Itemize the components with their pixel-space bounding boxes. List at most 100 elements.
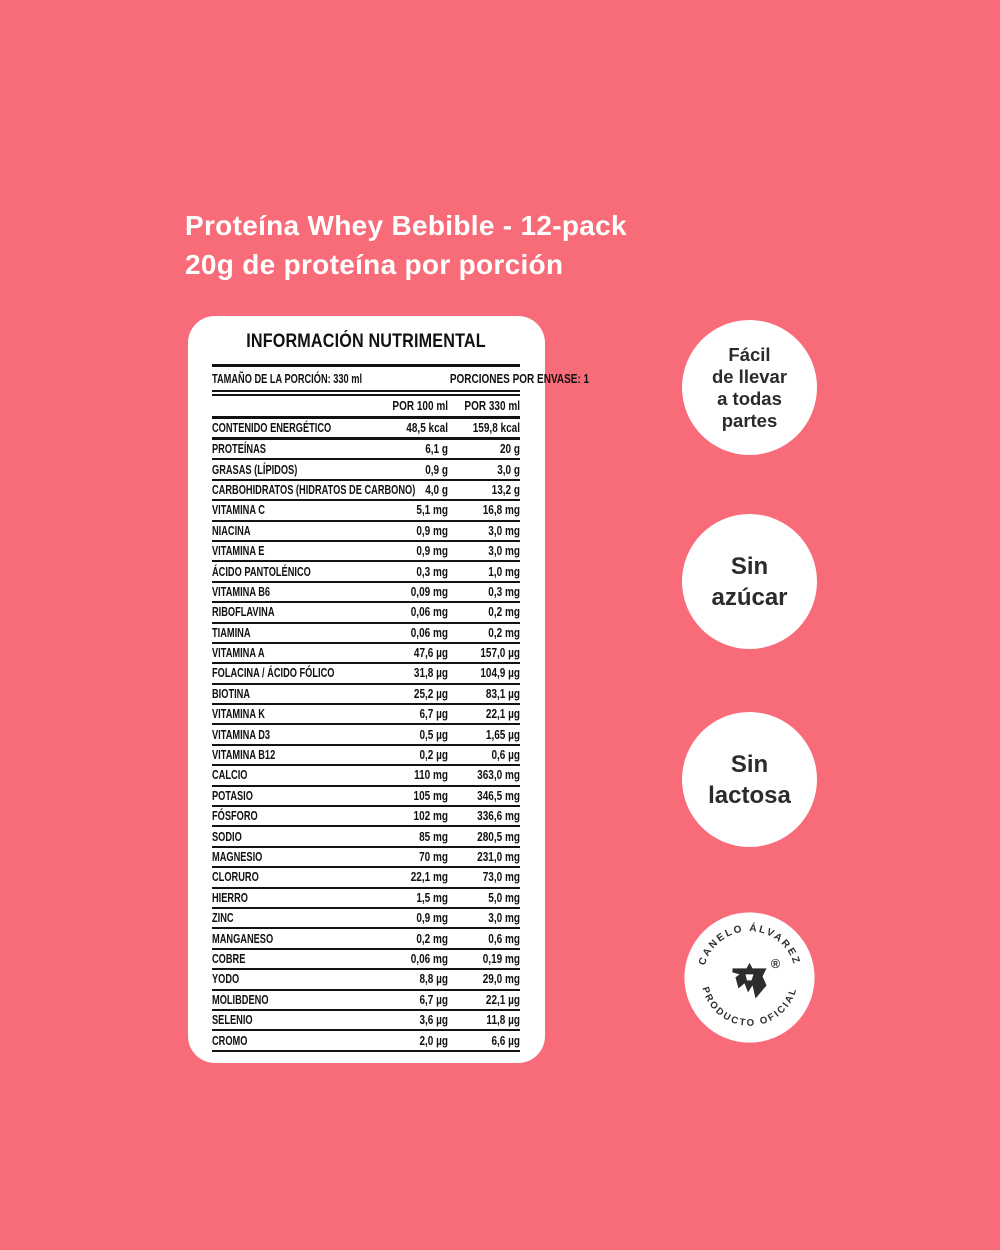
- seal-circle: [684, 912, 815, 1043]
- nutrient-value-per-330ml: 0,6 µg: [491, 748, 520, 763]
- nutrient-label: BIOTINA: [212, 686, 251, 701]
- nutrient-label: MAGNESIO: [212, 850, 263, 864]
- nutrient-label: CARBOHIDRATOS (HIDRATOS DE CARBONO): [212, 482, 416, 497]
- nutrient-label: MOLIBDENO: [212, 992, 269, 1007]
- nutrient-label: VITAMINA A: [212, 646, 265, 661]
- table-rule: [212, 437, 520, 440]
- table-rule-top: [212, 364, 520, 367]
- nutrient-value-per-100ml: 0,09 mg: [410, 584, 448, 599]
- nutrient-value-per-330ml: 29,0 mg: [482, 972, 520, 987]
- table-row: MAGNESIO 70 mg 231,0 mg: [212, 848, 520, 869]
- nutrient-label: FOLACINA / ÁCIDO FÓLICO: [212, 666, 335, 681]
- nutrient-value-per-330ml: 1,0 mg: [488, 564, 520, 579]
- nutrient-value-per-100ml: 102 mg: [413, 809, 448, 824]
- badge-sugar-free-line2: azúcar: [711, 583, 788, 611]
- registered-trademark-icon: ®: [771, 957, 781, 971]
- nutrient-value-per-330ml: 3,0 g: [497, 462, 520, 477]
- badge-portable: Fácil de llevar a todas partes: [682, 320, 817, 455]
- badge-lactose-free-line2: lactosa: [708, 781, 791, 809]
- nutrient-value-per-330ml: 0,6 mg: [488, 931, 520, 946]
- table-row: NIACINA 0,9 mg 3,0 mg: [212, 522, 520, 542]
- nutrient-value-per-100ml: 105 mg: [413, 788, 448, 803]
- table-row: VITAMINA D3 0,5 µg 1,65 µg: [212, 725, 520, 746]
- badge-lactose-free-line1: Sin: [730, 750, 769, 778]
- nutrient-value-per-330ml: 346,5 mg: [477, 788, 520, 803]
- nutrient-label: VITAMINA B12: [212, 748, 276, 763]
- nutrient-label: YODO: [212, 972, 240, 987]
- nutrient-value-per-330ml: 3,0 mg: [488, 523, 520, 538]
- badge-lactose-free: Sin lactosa: [682, 712, 817, 847]
- product-title-line2: 20g de proteína por porción: [185, 249, 564, 280]
- nutrient-value-per-100ml: 0,2 µg: [419, 748, 448, 763]
- nutrition-rows: PROTEÍNAS 6,1 g 20 g GRASAS (LÍPIDOS) 0,…: [212, 440, 520, 1052]
- badge-sugar-free: Sin azúcar: [682, 514, 817, 649]
- nutrient-value-per-100ml: 0,2 mg: [416, 931, 448, 946]
- energy-row: CONTENIDO ENERGÉTICO 48,5 kcal 159,8 kca…: [212, 419, 520, 437]
- nutrient-value-per-330ml: 157,0 µg: [480, 646, 520, 661]
- nutrient-value-per-100ml: 0,5 µg: [419, 727, 448, 742]
- nutrient-label: GRASAS (LÍPIDOS): [212, 462, 298, 477]
- nutrient-value-per-330ml: 1,65 µg: [485, 727, 520, 742]
- nutrient-label: CROMO: [212, 1033, 248, 1048]
- canelo-alvarez-official-seal: CANELO ÁLVAREZ PRODUCTO OFICIAL ®: [684, 912, 815, 1043]
- table-row: FÓSFORO 102 mg 336,6 mg: [212, 807, 520, 828]
- nutrient-value-per-330ml: 104,9 µg: [480, 666, 520, 681]
- nutrient-value-per-100ml: 0,9 mg: [416, 911, 448, 926]
- table-row: SODIO 85 mg 280,5 mg: [212, 827, 520, 848]
- nutrient-value-per-330ml: 11,8 µg: [486, 1013, 520, 1028]
- nutrient-value-per-330ml: 73,0 mg: [482, 870, 520, 885]
- badge-portable-line1: Fácil: [728, 343, 771, 365]
- table-row: VITAMINA E 0,9 mg 3,0 mg: [212, 542, 520, 563]
- nutrient-value-per-100ml: 0,9 mg: [416, 523, 448, 538]
- table-row: VITAMINA C 5,1 mg 16,8 mg: [212, 501, 520, 522]
- nutrient-value-per-330ml: 0,2 mg: [488, 605, 520, 620]
- nutrition-table-title: INFORMACIÓN NUTRIMENTAL: [246, 331, 486, 352]
- nutrient-label: VITAMINA C: [212, 503, 265, 518]
- nutrient-value-per-100ml: 6,7 µg: [419, 992, 448, 1007]
- nutrient-label: VITAMINA D3: [212, 727, 271, 742]
- serving-info-row: TAMAÑO DE LA PORCIÓN: 330 ml PORCIONES P…: [212, 367, 589, 390]
- nutrient-label: CLORURO: [212, 870, 259, 885]
- energy-label: CONTENIDO ENERGÉTICO: [212, 421, 332, 435]
- nutrient-label: ÁCIDO PANTOLÉNICO: [212, 564, 311, 579]
- table-row: POTASIO 105 mg 346,5 mg: [212, 787, 520, 808]
- nutrient-label: CALCIO: [212, 768, 248, 783]
- nutrient-value-per-330ml: 363,0 mg: [477, 768, 520, 783]
- nutrient-value-per-330ml: 13,2 g: [491, 482, 520, 497]
- servings-per-container-label: PORCIONES POR ENVASE: 1: [449, 371, 589, 386]
- nutrient-value-per-330ml: 5,0 mg: [488, 890, 520, 905]
- nutrient-value-per-100ml: 85 mg: [419, 829, 448, 844]
- column-headers-row: POR 100 ml POR 330 ml: [212, 396, 520, 416]
- table-row: MOLIBDENO 6,7 µg 22,1 µg: [212, 991, 520, 1011]
- nutrient-label: TIAMINA: [212, 625, 251, 640]
- nutrient-label: VITAMINA K: [212, 707, 265, 722]
- badge-sugar-free-line1: Sin: [730, 552, 769, 580]
- nutrient-value-per-100ml: 0,06 mg: [410, 951, 448, 966]
- nutrient-value-per-100ml: 25,2 µg: [413, 686, 448, 701]
- table-row: PROTEÍNAS 6,1 g 20 g: [212, 440, 520, 461]
- nutrient-value-per-100ml: 5,1 mg: [416, 503, 448, 518]
- badge-portable-line4: partes: [721, 409, 778, 431]
- nutrient-label: VITAMINA B6: [212, 584, 271, 599]
- energy-value-per-100ml: 48,5 kcal: [406, 421, 448, 435]
- nutrient-label: RIBOFLAVINA: [212, 605, 275, 620]
- nutrient-value-per-330ml: 83,1 µg: [485, 686, 520, 701]
- nutrient-value-per-100ml: 0,9 mg: [416, 544, 448, 559]
- nutrient-value-per-100ml: 110 mg: [414, 768, 448, 783]
- table-row: BIOTINA 25,2 µg 83,1 µg: [212, 685, 520, 706]
- table-rule-double: [212, 390, 520, 396]
- nutrient-value-per-100ml: 47,6 µg: [413, 646, 448, 661]
- table-row: ÁCIDO PANTOLÉNICO 0,3 mg 1,0 mg: [212, 562, 520, 583]
- column-header-per-100ml: POR 100 ml: [392, 399, 448, 413]
- table-row: CARBOHIDRATOS (HIDRATOS DE CARBONO) 4,0 …: [212, 481, 520, 502]
- badge-portable-line3: a todas: [717, 387, 782, 409]
- nutrient-value-per-100ml: 0,06 mg: [410, 625, 448, 640]
- product-title-line1: Proteína Whey Bebible - 12-pack: [185, 210, 627, 241]
- nutrient-label: HIERRO: [212, 890, 248, 905]
- nutrient-value-per-330ml: 336,6 mg: [477, 809, 520, 824]
- nutrient-value-per-330ml: 0,19 mg: [482, 951, 520, 966]
- table-row: RIBOFLAVINA 0,06 mg 0,2 mg: [212, 603, 520, 624]
- table-row: ZINC 0,9 mg 3,0 mg: [212, 909, 520, 930]
- table-row: SELENIO 3,6 µg 11,8 µg: [212, 1011, 520, 1032]
